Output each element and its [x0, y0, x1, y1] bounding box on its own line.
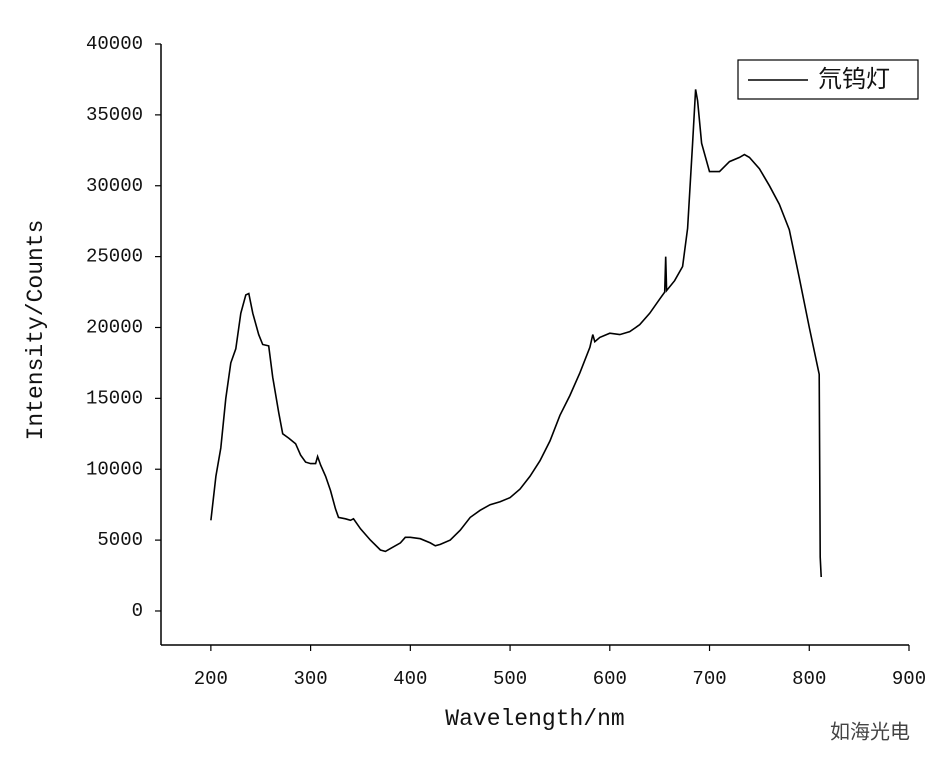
- x-tick-label: 300: [293, 668, 327, 690]
- x-tick-label: 500: [493, 668, 527, 690]
- x-tick-label: 900: [892, 668, 926, 690]
- y-tick-label: 40000: [86, 33, 143, 55]
- y-tick-label: 5000: [97, 529, 143, 551]
- x-tick-label: 200: [194, 668, 228, 690]
- y-axis-label: Intensity/Counts: [23, 220, 49, 441]
- legend-label: 氘钨灯: [818, 65, 890, 93]
- x-axis-label: Wavelength/nm: [445, 706, 624, 732]
- y-tick-label: 25000: [86, 246, 143, 268]
- y-tick-label: 30000: [86, 175, 143, 197]
- x-tick-label: 400: [393, 668, 427, 690]
- y-tick-label: 0: [132, 600, 143, 622]
- data-line: [210, 89, 822, 578]
- watermark: 如海光电: [830, 720, 910, 744]
- y-tick-label: 35000: [86, 104, 143, 126]
- y-tick-label: 15000: [86, 387, 143, 409]
- x-tick-label: 800: [792, 668, 826, 690]
- x-tick-label: 700: [692, 668, 726, 690]
- y-tick-label: 20000: [86, 317, 143, 339]
- x-tick-label: 600: [593, 668, 627, 690]
- y-tick-label: 10000: [86, 458, 143, 480]
